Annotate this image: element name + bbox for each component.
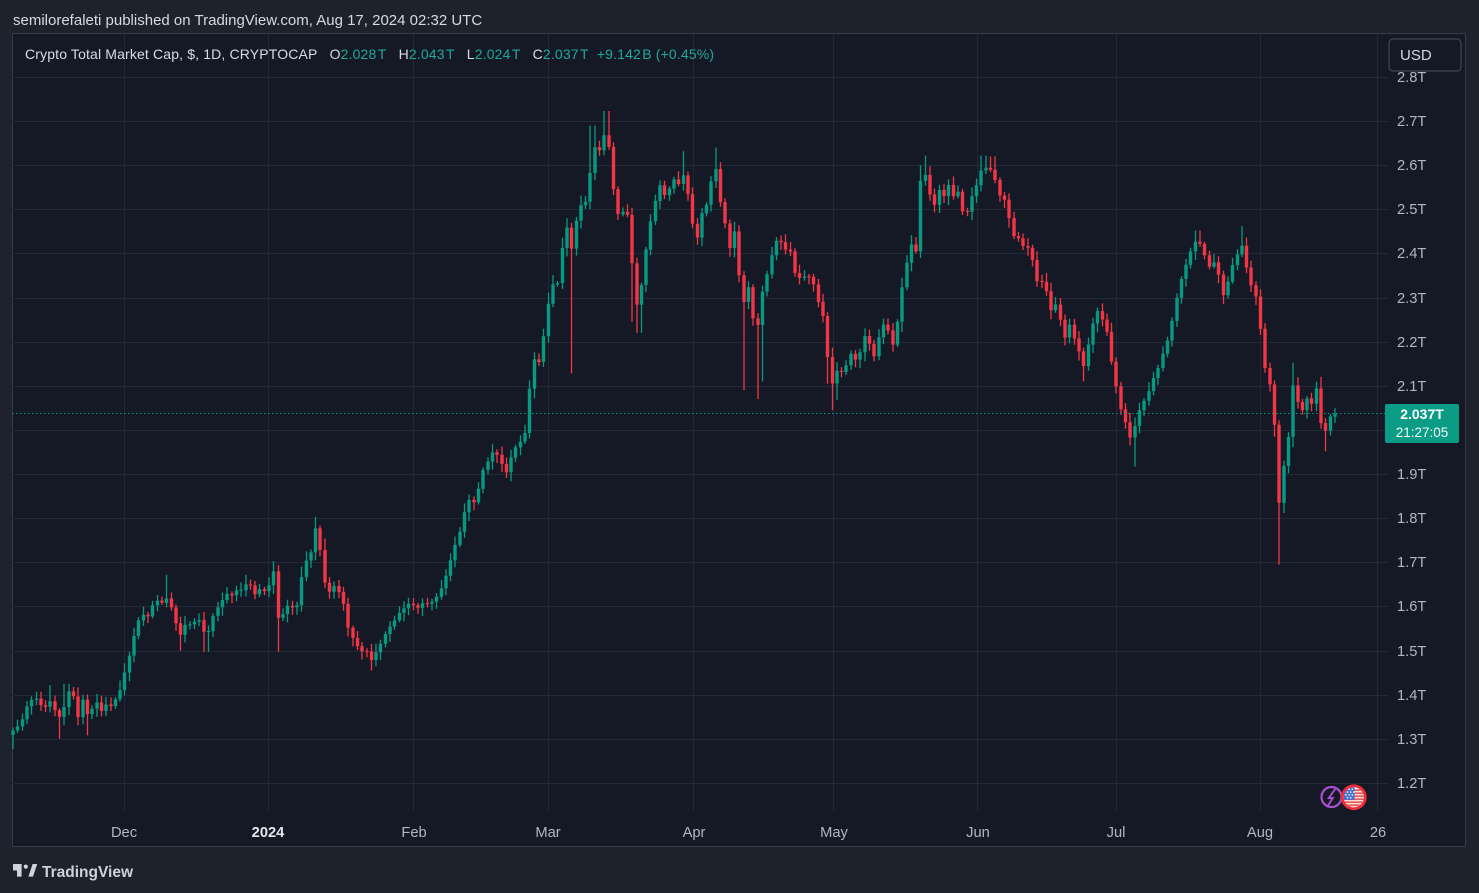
- svg-text:2.6T: 2.6T: [1397, 158, 1426, 174]
- svg-text:1.6T: 1.6T: [1397, 599, 1426, 615]
- svg-text:2024: 2024: [252, 825, 286, 841]
- svg-text:1.9T: 1.9T: [1397, 467, 1426, 483]
- svg-text:TradingView: TradingView: [42, 864, 134, 881]
- svg-text:2.5T: 2.5T: [1397, 202, 1426, 218]
- svg-text:26: 26: [1370, 825, 1386, 841]
- svg-text:2.037T: 2.037T: [1400, 406, 1444, 422]
- svg-text:Apr: Apr: [683, 825, 706, 841]
- svg-text:Feb: Feb: [401, 825, 426, 841]
- svg-text:1.2T: 1.2T: [1397, 776, 1426, 792]
- svg-text:Jun: Jun: [966, 825, 990, 841]
- svg-text:1.3T: 1.3T: [1397, 732, 1426, 748]
- svg-text:Dec: Dec: [111, 825, 137, 841]
- svg-text:2.3T: 2.3T: [1397, 291, 1426, 307]
- svg-text:21:27:05: 21:27:05: [1396, 425, 1449, 440]
- svg-text:Mar: Mar: [535, 825, 560, 841]
- svg-text:May: May: [820, 825, 848, 841]
- svg-text:2.4T: 2.4T: [1397, 246, 1426, 262]
- svg-text:2.2T: 2.2T: [1397, 335, 1426, 351]
- svg-text:1.4T: 1.4T: [1397, 688, 1426, 704]
- svg-text:2.7T: 2.7T: [1397, 114, 1426, 130]
- svg-text:2.1T: 2.1T: [1397, 379, 1426, 395]
- svg-text:1.8T: 1.8T: [1397, 511, 1426, 527]
- svg-text:2.8T: 2.8T: [1397, 70, 1426, 86]
- svg-text:semilorefaleti published on Tr: semilorefaleti published on TradingView.…: [13, 12, 482, 29]
- svg-text:Crypto Total Market Cap, $, 1D: Crypto Total Market Cap, $, 1D, CRYPTOCA…: [25, 46, 714, 62]
- svg-text:1.5T: 1.5T: [1397, 644, 1426, 660]
- svg-text:USD: USD: [1400, 47, 1432, 64]
- svg-text:1.7T: 1.7T: [1397, 555, 1426, 571]
- svg-text:Aug: Aug: [1247, 825, 1273, 841]
- svg-text:Jul: Jul: [1107, 825, 1126, 841]
